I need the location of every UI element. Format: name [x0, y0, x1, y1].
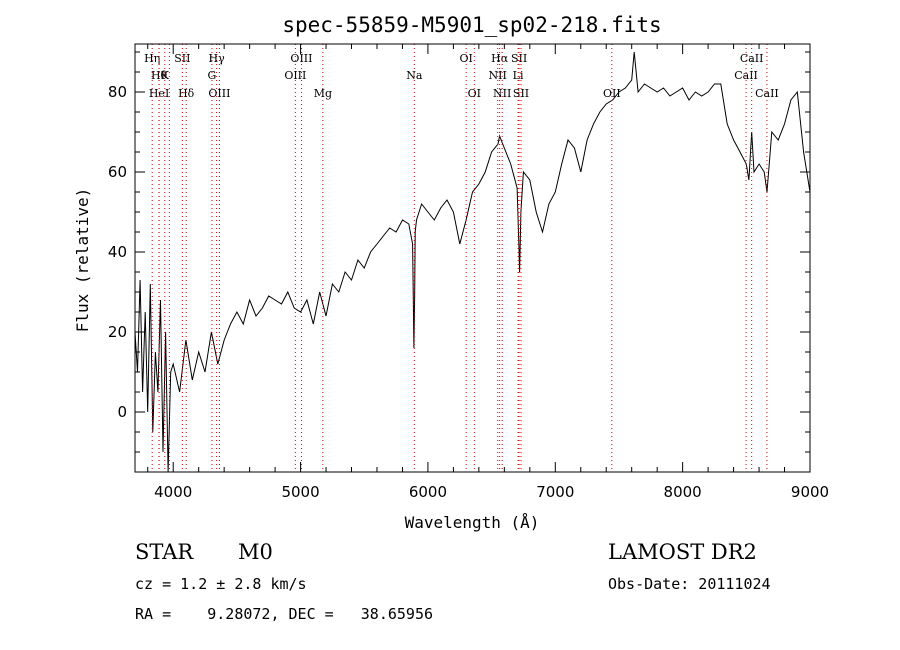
line-marker-label-3: K	[161, 69, 170, 82]
line-marker-label-9: OIII	[208, 87, 230, 100]
line-marker-label-24: CaII	[740, 52, 764, 65]
x-tick-label-0: 4000	[154, 483, 192, 501]
plot-frame	[134, 43, 811, 473]
axes: 4000 5000 6000 7000 8000 9000 0 20 40 60 80	[108, 43, 829, 501]
y-tick-label-2: 40	[108, 243, 127, 261]
line-marker-label-6: Hδ	[178, 87, 195, 100]
line-marker-label-2: HeI	[149, 87, 169, 100]
x-axis-label: Wavelength (Å)	[405, 513, 540, 532]
y-tick-label-4: 80	[108, 83, 127, 101]
line-marker-label-15: OI	[468, 87, 481, 100]
line-marker-label-10: OIII	[284, 69, 306, 82]
line-marker-label-5: SII	[174, 52, 190, 65]
line-marker-label-17: Hα	[491, 52, 509, 65]
line-marker-label-14: OI	[459, 52, 472, 65]
line-marker-label-16: NII	[489, 69, 507, 82]
y-tick-label-1: 20	[108, 323, 127, 341]
x-tick-label-5: 9000	[791, 483, 829, 501]
chart-title: spec-55859-M5901_sp02-218.fits	[282, 13, 661, 37]
line-marker-label-12: Mg	[314, 87, 332, 100]
object-class: STAR	[135, 540, 194, 564]
x-tick-label-4: 8000	[664, 483, 702, 501]
line-marker-label-19: Li	[513, 69, 524, 82]
observation-date: Obs-Date: 20111024	[608, 575, 771, 593]
line-marker-label-1: Hθ	[151, 69, 168, 82]
line-marker-label-18: NII	[493, 87, 511, 100]
line-marker-label-20: SII	[511, 52, 527, 65]
line-marker-label-23: CaII	[734, 69, 758, 82]
y-axis-label: Flux (relative)	[73, 188, 92, 333]
line-marker-label-8: Hγ	[209, 52, 226, 65]
survey-name: LAMOST DR2	[608, 540, 757, 564]
spectrum-series-line	[135, 51, 810, 472]
line-marker-label-25: CaII	[755, 87, 779, 100]
x-tick-label-2: 6000	[409, 483, 447, 501]
x-tick-label-1: 5000	[281, 483, 319, 501]
line-marker-label-11: OIII	[290, 52, 312, 65]
y-tick-label-3: 60	[108, 163, 127, 181]
line-markers: Hη Hθ HeI K SII Hδ G Hγ OIII OIII OIII Mg Na OI OI NII H…	[144, 44, 779, 472]
y-tick-label-0: 0	[117, 403, 127, 421]
object-subclass: M0	[238, 540, 273, 564]
line-marker-label-13: Na	[406, 69, 423, 82]
coordinates: RA = 9.28072, DEC = 38.65956	[135, 605, 434, 623]
redshift-value: cz = 1.2 ± 2.8 km/s	[135, 575, 307, 593]
line-marker-label-0: Hη	[144, 52, 160, 65]
line-marker-label-7: G	[208, 69, 217, 82]
x-tick-label-3: 7000	[536, 483, 574, 501]
plot-area	[135, 51, 810, 472]
line-marker-label-21: SII	[513, 87, 529, 100]
line-marker-label-22: OII	[603, 87, 621, 100]
